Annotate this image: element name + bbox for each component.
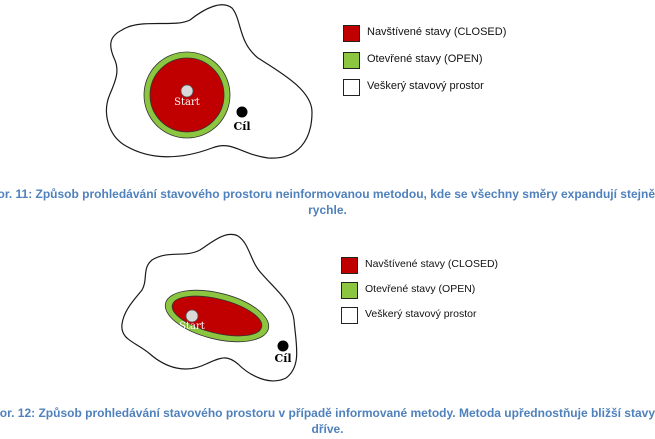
closed-swatch (341, 257, 358, 274)
start-label: Start (174, 97, 200, 108)
goal-node (277, 340, 289, 352)
start-node (180, 84, 194, 98)
start-label: Start (179, 321, 205, 332)
space-swatch (341, 307, 358, 324)
legend-figure-2: Navštívené stavy (CLOSED) Otevřené stavy… (341, 257, 551, 327)
open-swatch (341, 282, 358, 299)
legend-label: Otevřené stavy (OPEN) (367, 53, 483, 65)
goal-label: Cíl (233, 120, 250, 133)
figure-2-caption: or. 12: Způsob prohledávání stavového pr… (0, 405, 655, 439)
open-swatch (343, 52, 360, 69)
legend-label: Veškerý stavový prostor (365, 308, 477, 320)
caption-line-2: rychle. (308, 203, 347, 217)
start-node (185, 309, 199, 323)
caption-line-1: or. 12: Způsob prohledávání stavového pr… (0, 406, 655, 420)
legend-figure-1: Navštívené stavy (CLOSED) Otevřené stavy… (343, 25, 553, 101)
legend-label: Otevřené stavy (OPEN) (365, 283, 476, 295)
legend-label: Navštívené stavy (CLOSED) (365, 258, 499, 270)
diagram-informed-search: Start Cíl (121, 233, 298, 382)
closed-swatch (343, 25, 360, 42)
figure-1-caption: or. 11: Způsob prohledávání stavového pr… (0, 186, 655, 220)
space-swatch (343, 79, 360, 96)
diagram-uninformed-search: Start Cíl (105, 4, 313, 159)
closed-states-ellipse (171, 295, 263, 337)
goal-node (236, 106, 248, 118)
caption-line-2: dříve. (311, 422, 344, 436)
caption-line-1: or. 11: Způsob prohledávání stavového pr… (0, 187, 655, 201)
legend-label: Navštívené stavy (CLOSED) (367, 26, 507, 38)
goal-label: Cíl (274, 352, 291, 365)
legend-label: Veškerý stavový prostor (367, 80, 484, 92)
